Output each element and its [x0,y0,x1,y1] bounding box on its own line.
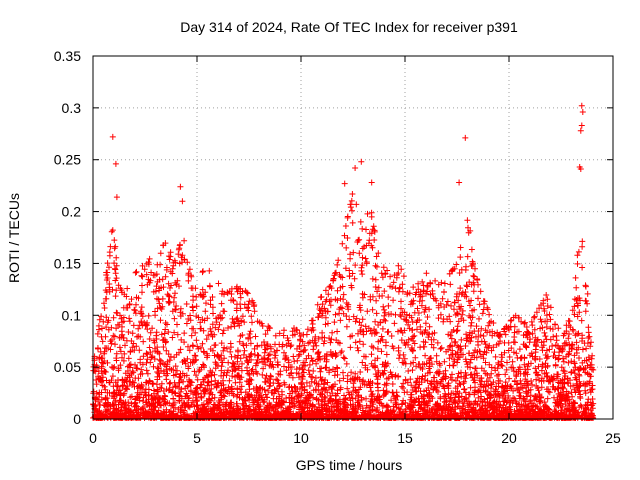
y-tick-label: 0.15 [54,255,81,271]
x-tick-label: 15 [397,430,413,446]
tick-labels-layer: 0 5 10 15 20 25 0 0.05 0.1 0.15 0.2 0.25 0.3 0.35 [54,48,621,446]
y-axis-label: ROTI / TECUs [6,193,22,283]
y-tick-label: 0.35 [54,48,81,64]
x-tick-label: 10 [293,430,309,446]
y-tick-label: 0.05 [54,359,81,375]
x-tick-label: 0 [89,430,97,446]
chart-title: Day 314 of 2024, Rate Of TEC Index for r… [180,19,518,35]
x-axis-label: GPS time / hours [296,457,403,473]
x-tick-label: 20 [501,430,517,446]
y-tick-label: 0 [73,411,81,427]
x-tick-label: 5 [193,430,201,446]
roti-data-points [90,102,597,421]
ticks-layer [92,55,614,420]
y-tick-label: 0.25 [54,152,81,168]
points-layer [90,102,597,421]
y-tick-label: 0.2 [62,204,82,220]
y-tick-label: 0.1 [62,307,82,323]
plot-frame [92,55,614,420]
y-tick-label: 0.3 [62,100,82,116]
x-tick-label: 25 [605,430,621,446]
grid-layer [93,56,613,419]
